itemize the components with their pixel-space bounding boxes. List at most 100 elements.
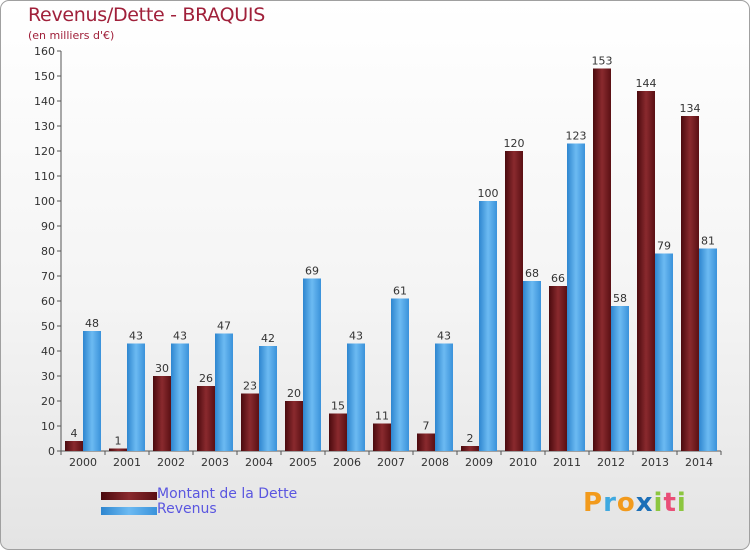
data-label: 100: [478, 187, 499, 200]
data-label: 42: [261, 332, 275, 345]
data-label: 69: [305, 265, 319, 278]
x-tick-label: 2006: [333, 456, 361, 469]
bar-debt: [285, 401, 303, 451]
x-tick-label: 2003: [201, 456, 229, 469]
data-label: 81: [701, 235, 715, 248]
bar-revenue: [435, 343, 453, 451]
bar-debt: [505, 151, 523, 451]
bar-revenue: [655, 253, 673, 451]
bar-debt: [637, 91, 655, 451]
logo-letter: i: [653, 488, 664, 518]
data-label: 30: [155, 362, 169, 375]
y-tick-label: 80: [41, 245, 55, 258]
chart-title: Revenus/Dette - BRAQUIS: [28, 4, 265, 26]
y-tick-label: 150: [34, 70, 55, 83]
data-label: 43: [349, 330, 363, 343]
x-tick-label: 2007: [377, 456, 405, 469]
x-tick-label: 2009: [465, 456, 493, 469]
data-label: 20: [287, 387, 301, 400]
x-tick-label: 2002: [157, 456, 185, 469]
bar-revenue: [479, 201, 497, 451]
data-label: 4: [71, 427, 78, 440]
y-tick-label: 20: [41, 395, 55, 408]
data-label: 23: [243, 380, 257, 393]
chart-subtitle: (en milliers d'€): [28, 29, 115, 42]
bar-revenue: [347, 343, 365, 451]
bar-revenue: [127, 343, 145, 451]
logo-letter: P: [583, 488, 604, 518]
bar-debt: [373, 423, 391, 451]
y-tick-label: 120: [34, 145, 55, 158]
logo-letter: t: [663, 488, 677, 518]
y-tick-label: 50: [41, 320, 55, 333]
proxiti-logo: Proxiti: [583, 488, 687, 518]
data-label: 58: [613, 292, 627, 305]
bar-revenue: [83, 331, 101, 451]
bar-debt: [109, 448, 127, 451]
data-label: 7: [423, 420, 430, 433]
y-tick-label: 70: [41, 270, 55, 283]
y-tick-label: 140: [34, 95, 55, 108]
legend-label-revenue: Revenus: [157, 501, 217, 517]
bar-debt: [241, 393, 259, 451]
bar-revenue: [215, 333, 233, 451]
data-label: 134: [680, 102, 701, 115]
data-label: 43: [129, 330, 143, 343]
data-label: 26: [199, 372, 213, 385]
x-tick-label: 2001: [113, 456, 141, 469]
x-tick-label: 2005: [289, 456, 317, 469]
x-tick-label: 2000: [69, 456, 97, 469]
data-label: 43: [437, 330, 451, 343]
logo-letter: o: [616, 488, 636, 518]
y-tick-label: 100: [34, 195, 55, 208]
x-tick-label: 2014: [685, 456, 713, 469]
y-tick-label: 110: [34, 170, 55, 183]
data-label: 11: [375, 410, 389, 423]
y-tick-label: 0: [48, 445, 55, 458]
bar-debt: [461, 446, 479, 451]
data-label: 47: [217, 320, 231, 333]
y-tick-label: 60: [41, 295, 55, 308]
data-label: 153: [592, 55, 613, 68]
logo-letter: x: [635, 488, 654, 518]
bar-debt: [197, 386, 215, 451]
bar-revenue: [303, 278, 321, 451]
y-tick-label: 10: [41, 420, 55, 433]
legend-swatch-debt: [101, 492, 157, 500]
bar-debt: [681, 116, 699, 451]
bar-revenue: [611, 306, 629, 451]
bar-debt: [549, 286, 567, 451]
x-tick-label: 2004: [245, 456, 273, 469]
x-tick-label: 2010: [509, 456, 537, 469]
y-tick-label: 160: [34, 45, 55, 58]
y-tick-label: 40: [41, 345, 55, 358]
bar-debt: [153, 376, 171, 451]
bar-revenue: [567, 143, 585, 451]
y-tick-label: 90: [41, 220, 55, 233]
bar-debt: [65, 441, 83, 451]
data-label: 1: [115, 435, 122, 448]
data-label: 61: [393, 285, 407, 298]
x-tick-label: 2013: [641, 456, 669, 469]
bar-revenue: [391, 298, 409, 451]
data-label: 43: [173, 330, 187, 343]
bar-revenue: [523, 281, 541, 451]
bar-debt: [329, 413, 347, 451]
bar-revenue: [259, 346, 277, 451]
bar-revenue: [171, 343, 189, 451]
x-tick-label: 2011: [553, 456, 581, 469]
data-label: 66: [551, 272, 565, 285]
data-label: 48: [85, 317, 99, 330]
data-label: 68: [525, 267, 539, 280]
bar-revenue: [699, 248, 717, 451]
x-tick-label: 2012: [597, 456, 625, 469]
data-label: 120: [504, 137, 525, 150]
data-label: 123: [566, 130, 587, 143]
x-tick-label: 2008: [421, 456, 449, 469]
data-label: 79: [657, 240, 671, 253]
legend-swatch-revenue: [101, 507, 157, 515]
logo-letter: r: [603, 488, 617, 518]
data-label: 15: [331, 400, 345, 413]
